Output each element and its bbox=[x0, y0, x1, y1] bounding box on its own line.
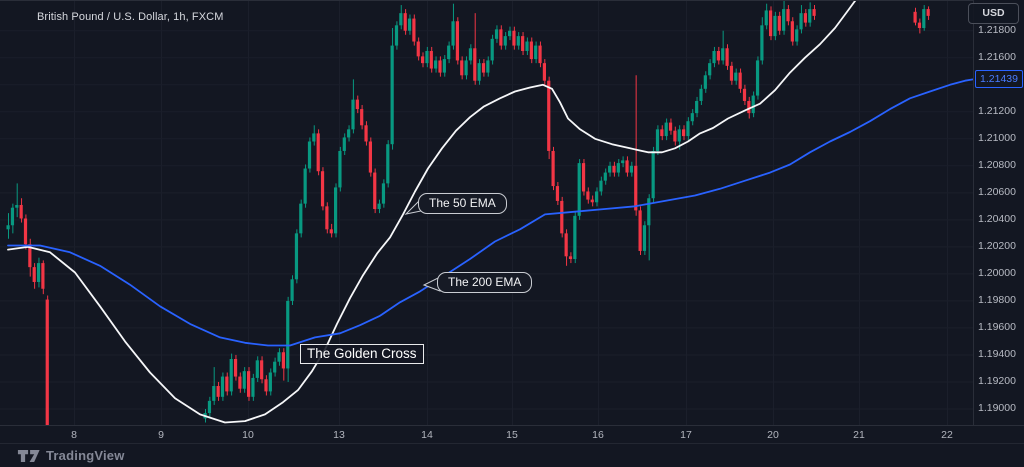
price-tick-label: 1.20800 bbox=[978, 158, 1016, 171]
price-tick-label: 1.19400 bbox=[978, 347, 1016, 360]
golden-cross-annotation[interactable]: The Golden Cross bbox=[300, 344, 424, 364]
time-tick-label: 15 bbox=[506, 429, 518, 441]
time-tick-label: 22 bbox=[941, 429, 953, 441]
time-tick-label: 8 bbox=[71, 429, 77, 441]
time-tick-label: 17 bbox=[680, 429, 692, 441]
price-tick-label: 1.20000 bbox=[978, 266, 1016, 279]
footer-divider bbox=[0, 443, 1024, 444]
tradingview-logo-icon bbox=[17, 449, 40, 462]
ema200-annotation[interactable]: The 200 EMA bbox=[437, 272, 533, 293]
tradingview-wordmark: TradingView bbox=[46, 448, 125, 463]
ema200-price-tag: 1.21439 bbox=[975, 70, 1023, 89]
price-tick-label: 1.20200 bbox=[978, 239, 1016, 252]
time-tick-label: 14 bbox=[421, 429, 433, 441]
time-tick-label: 16 bbox=[592, 429, 604, 441]
time-axis-divider bbox=[0, 425, 1024, 426]
price-tick-label: 1.21200 bbox=[978, 104, 1016, 117]
symbol-title[interactable]: British Pound / U.S. Dollar, 1h, FXCM bbox=[37, 11, 224, 23]
ema50-annotation[interactable]: The 50 EMA bbox=[418, 193, 507, 214]
price-axis[interactable]: 1.21439 1.218001.216001.214001.212001.21… bbox=[974, 0, 1024, 425]
ema200-annotation-text: The 200 EMA bbox=[448, 275, 522, 289]
price-tick-label: 1.19000 bbox=[978, 401, 1016, 414]
price-tick-label: 1.20400 bbox=[978, 212, 1016, 225]
price-tick-label: 1.20600 bbox=[978, 185, 1016, 198]
time-tick-label: 10 bbox=[242, 429, 254, 441]
price-tick-label: 1.21600 bbox=[978, 50, 1016, 63]
price-tick-label: 1.19600 bbox=[978, 320, 1016, 333]
price-axis-divider bbox=[973, 0, 974, 425]
golden-cross-annotation-text: The Golden Cross bbox=[307, 346, 417, 361]
time-tick-label: 20 bbox=[767, 429, 779, 441]
chart-pane[interactable]: British Pound / U.S. Dollar, 1h, FXCM Th… bbox=[0, 0, 973, 426]
price-tick-label: 1.21800 bbox=[978, 23, 1016, 36]
candlestick-plot bbox=[0, 1, 973, 426]
ema50-annotation-text: The 50 EMA bbox=[429, 196, 496, 210]
price-tick-label: 1.19800 bbox=[978, 293, 1016, 306]
tradingview-logo[interactable]: TradingView bbox=[17, 448, 125, 463]
time-tick-label: 9 bbox=[158, 429, 164, 441]
currency-toggle-button[interactable]: USD bbox=[968, 3, 1019, 24]
price-tick-label: 1.19200 bbox=[978, 374, 1016, 387]
price-tick-label: 1.21000 bbox=[978, 131, 1016, 144]
time-axis[interactable]: 8 9 10 13 14 15 16 17 20 21 22 bbox=[0, 426, 973, 443]
time-tick-label: 21 bbox=[853, 429, 865, 441]
time-tick-label: 13 bbox=[333, 429, 345, 441]
